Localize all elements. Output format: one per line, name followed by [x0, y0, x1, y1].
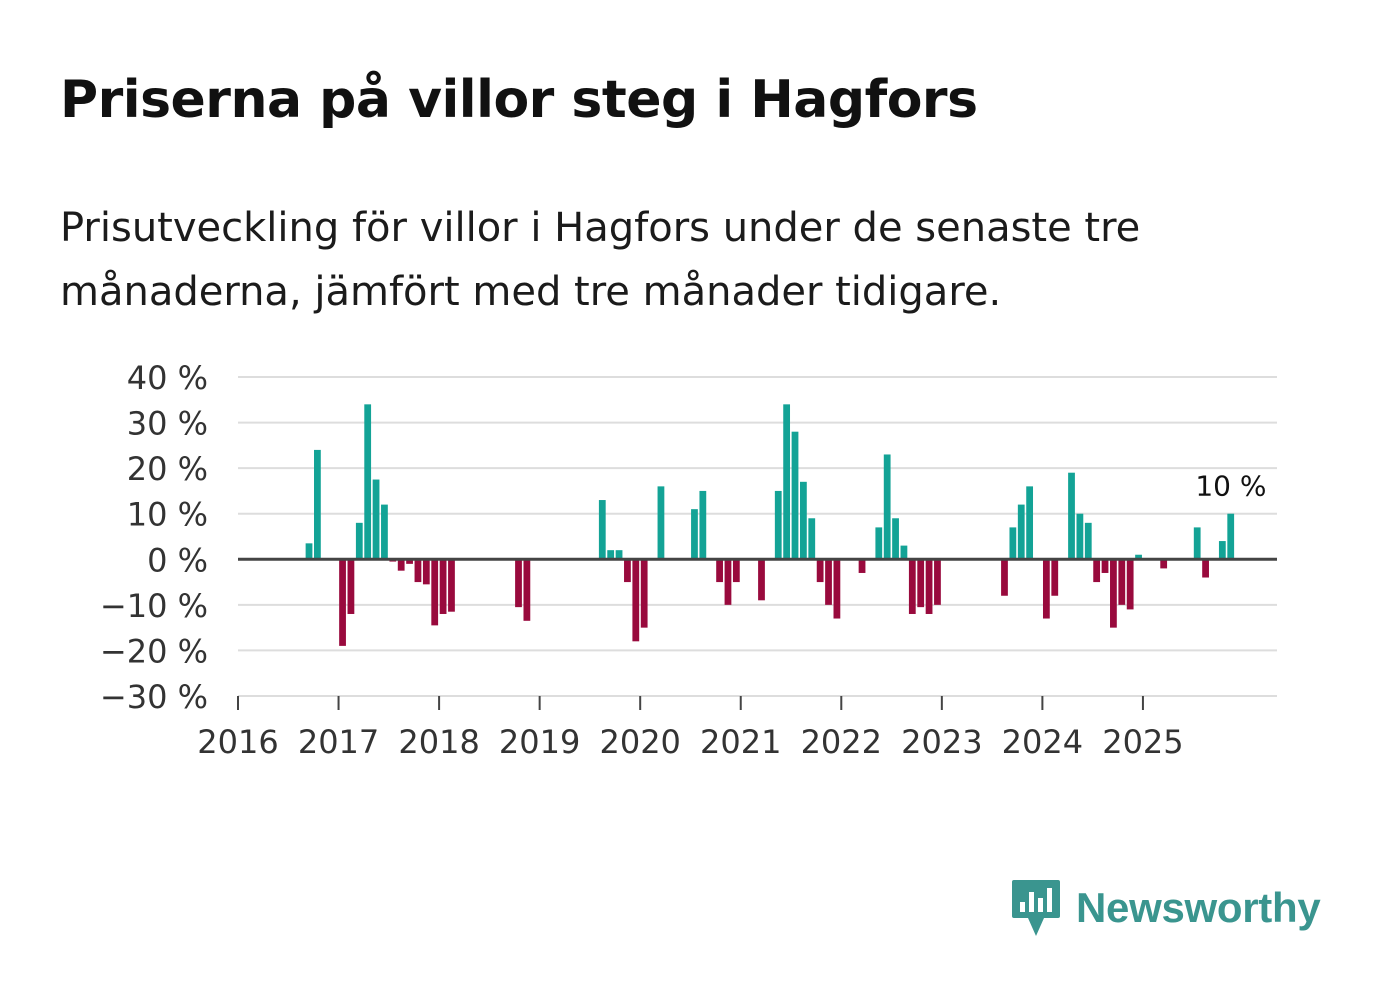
- bar: [1101, 559, 1109, 573]
- y-axis-labels: 40 % 30 % 20 % 10 % 0 % −10 % −20 % −30 %: [100, 359, 208, 716]
- bar: [917, 559, 925, 608]
- bar: [825, 559, 832, 605]
- bar: [1202, 559, 1209, 578]
- x-tick-label: 2017: [298, 723, 379, 761]
- bar: [858, 559, 866, 573]
- bar: [523, 559, 531, 621]
- y-tick-label: −20 %: [100, 632, 208, 670]
- bar: [934, 559, 941, 605]
- bar: [381, 504, 388, 560]
- bar: [1084, 522, 1092, 560]
- bar: [1160, 559, 1168, 569]
- bar: [816, 559, 824, 583]
- bar: [397, 559, 405, 571]
- bar: [716, 559, 723, 583]
- brand-name: Newsworthy: [1076, 884, 1321, 931]
- bar: [314, 449, 321, 560]
- chart-subtitle: Prisutveckling för villor i Hagfors unde…: [60, 205, 1141, 315]
- bar: [691, 509, 698, 560]
- bar: [1051, 559, 1059, 596]
- bar: [1017, 504, 1025, 560]
- x-tick-label: 2016: [197, 723, 278, 761]
- bar: [791, 431, 799, 560]
- y-tick-label: 40 %: [127, 359, 208, 397]
- bar: [624, 559, 631, 583]
- data-label: 10 %: [1195, 470, 1266, 503]
- bar: [1110, 559, 1117, 628]
- bar: [355, 522, 363, 560]
- x-tick-label: 2018: [398, 723, 479, 761]
- bar: [305, 543, 313, 560]
- bar: [808, 518, 816, 560]
- bar: [598, 500, 606, 560]
- x-tick-label: 2020: [599, 723, 680, 761]
- bar: [339, 559, 346, 646]
- bar: [724, 559, 732, 605]
- bar: [431, 559, 439, 626]
- y-tick-label: 10 %: [127, 496, 208, 534]
- bar: [347, 559, 355, 614]
- bar: [422, 559, 430, 585]
- x-tick-label: 2023: [901, 723, 982, 761]
- grid-lines: [238, 376, 1277, 697]
- bar: [800, 481, 807, 560]
- bar: [657, 486, 665, 560]
- newsworthy-logo-icon: [1012, 880, 1060, 936]
- bar: [1093, 559, 1101, 583]
- bar: [1076, 513, 1084, 560]
- bar: [632, 559, 640, 642]
- x-tick-label: 2024: [1002, 723, 1083, 761]
- y-tick-label: −10 %: [100, 587, 208, 625]
- y-tick-label: 30 %: [127, 405, 208, 443]
- annotations: 10 %: [1195, 470, 1266, 503]
- x-tick-label: 2025: [1102, 723, 1183, 761]
- y-tick-label: 20 %: [127, 450, 208, 488]
- bar: [414, 559, 422, 583]
- bar: [1001, 559, 1008, 596]
- bars: [305, 404, 1235, 646]
- x-axis-labels: 2016 2017 2018 2019 2020 2021 2022 2023 2024 2025: [197, 723, 1183, 761]
- bar: [900, 545, 908, 560]
- bar: [774, 490, 782, 560]
- bar: [364, 404, 372, 560]
- bar: [732, 559, 740, 583]
- bar: [892, 518, 899, 560]
- bar: [1118, 559, 1126, 605]
- chart-title: Priserna på villor steg i Hagfors: [60, 70, 978, 130]
- bar: [439, 559, 447, 614]
- x-tick-label: 2021: [700, 723, 781, 761]
- bar: [1193, 527, 1201, 560]
- bar: [875, 527, 883, 560]
- axes: [237, 557, 1277, 710]
- bar: [758, 559, 765, 601]
- bar: [640, 559, 648, 628]
- bar: [1042, 559, 1050, 619]
- bar: [448, 559, 455, 612]
- x-tick-label: 2019: [499, 723, 580, 761]
- bar: [833, 559, 841, 619]
- bar: [699, 490, 707, 560]
- bar: [1135, 554, 1142, 560]
- bar: [883, 454, 891, 560]
- bar: [607, 550, 615, 560]
- y-tick-label: −30 %: [100, 678, 208, 716]
- bar: [615, 550, 623, 560]
- bar: [1227, 513, 1235, 560]
- bar: [783, 404, 791, 560]
- bar: [372, 479, 380, 560]
- y-tick-label: 0 %: [147, 541, 208, 579]
- newsworthy-logo: Newsworthy: [1010, 878, 1321, 938]
- bar: [406, 559, 413, 564]
- bar: [1026, 486, 1034, 560]
- bar: [1009, 527, 1017, 560]
- bar: [925, 559, 933, 614]
- bar: [1218, 541, 1226, 560]
- bar: [908, 559, 916, 614]
- bar: [1126, 559, 1134, 610]
- bar: [1068, 472, 1075, 560]
- bar: [515, 559, 522, 608]
- x-tick-label: 2022: [801, 723, 882, 761]
